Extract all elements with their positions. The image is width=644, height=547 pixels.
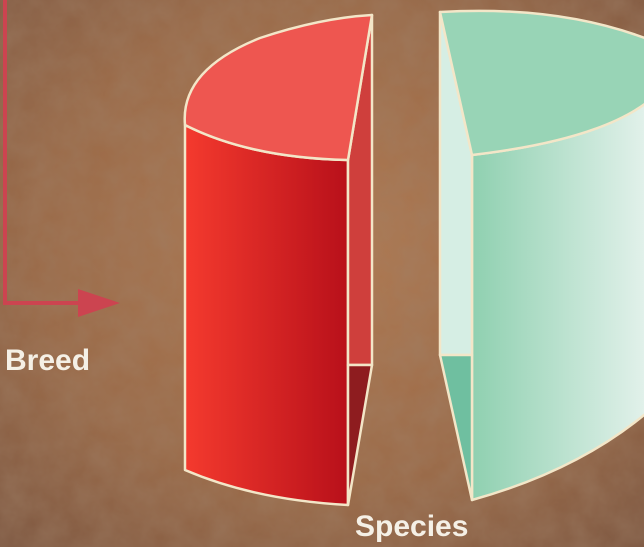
page: Breed Species (() => { const data = JSON… (0, 0, 644, 547)
red-body (185, 125, 348, 505)
label-breed: Breed (5, 344, 90, 377)
diagram: Breed Species (0, 0, 644, 547)
red-cylinder (185, 15, 372, 505)
label-species: Species (355, 510, 468, 543)
green-cylinder (440, 11, 644, 500)
